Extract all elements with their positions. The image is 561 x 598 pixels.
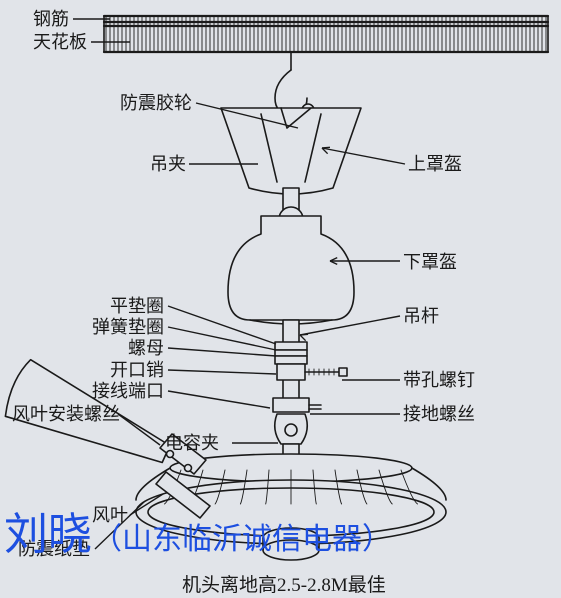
label-terminal: 接线端口 — [92, 382, 164, 402]
label-hanger-clip: 吊夹 — [150, 155, 186, 175]
watermark: 刘晓（山东临沂诚信电器） — [4, 498, 392, 562]
label-ground-screw: 接地螺丝 — [403, 405, 475, 425]
label-hole-screw: 带孔螺钉 — [403, 371, 475, 391]
height-caption: 机头离地高2.5-2.8M最佳 — [182, 570, 386, 597]
label-rebar: 钢筋 — [33, 10, 69, 30]
label-shock-roller: 防震胶轮 — [120, 94, 192, 114]
watermark-name: 刘晓 — [4, 510, 92, 559]
label-cotter-pin: 开口销 — [110, 361, 164, 381]
label-ceiling: 天花板 — [33, 33, 87, 53]
label-flat-washer: 平垫圈 — [110, 297, 164, 317]
label-spring-washer: 弹簧垫圈 — [92, 318, 164, 338]
label-upper-cover: 上罩盔 — [408, 155, 462, 175]
label-nut: 螺母 — [128, 339, 164, 359]
label-blade-screw: 风叶安装螺丝 — [12, 405, 120, 425]
label-lower-cover: 下罩盔 — [403, 253, 457, 273]
label-hanger-rod: 吊杆 — [403, 307, 439, 327]
label-capacitor-clip: 电容夹 — [165, 434, 219, 454]
watermark-rest: （山东临沂诚信电器） — [92, 523, 392, 556]
